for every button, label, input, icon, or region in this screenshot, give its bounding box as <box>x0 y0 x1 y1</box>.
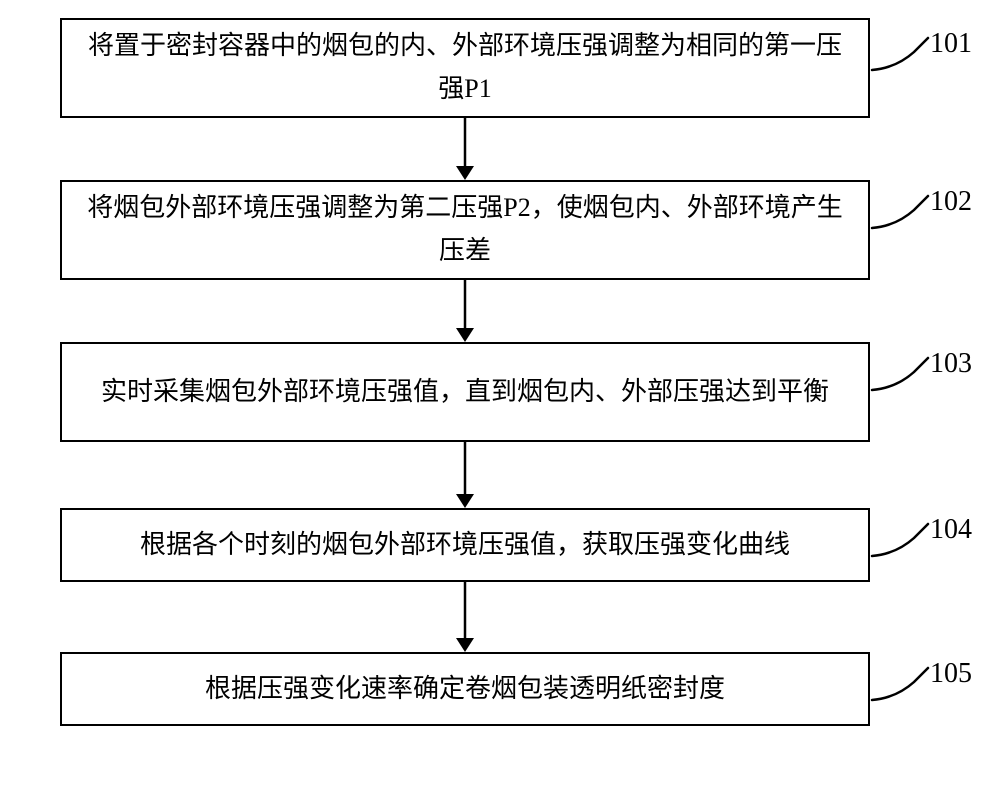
step-label-105: 105 <box>930 658 972 690</box>
step-text: 根据压强变化速率确定卷烟包装透明纸密封度 <box>205 668 725 711</box>
flowchart-step-102: 将烟包外部环境压强调整为第二压强P2，使烟包内、外部环境产生压差 <box>60 180 870 280</box>
step-label-103: 103 <box>930 348 972 380</box>
arrow-head-0 <box>456 166 474 180</box>
step-text: 实时采集烟包外部环境压强值，直到烟包内、外部压强达到平衡 <box>101 371 829 414</box>
step-label-104: 104 <box>930 514 972 546</box>
arrow-head-1 <box>456 328 474 342</box>
step-text: 将置于密封容器中的烟包的内、外部环境压强调整为相同的第一压强P1 <box>82 25 848 111</box>
arrow-head-3 <box>456 638 474 652</box>
flowchart-step-101: 将置于密封容器中的烟包的内、外部环境压强调整为相同的第一压强P1 <box>60 18 870 118</box>
arrow-head-2 <box>456 494 474 508</box>
flowchart-step-103: 实时采集烟包外部环境压强值，直到烟包内、外部压强达到平衡 <box>60 342 870 442</box>
step-text: 将烟包外部环境压强调整为第二压强P2，使烟包内、外部环境产生压差 <box>82 187 848 273</box>
step-label-102: 102 <box>930 186 972 218</box>
step-text: 根据各个时刻的烟包外部环境压强值，获取压强变化曲线 <box>140 524 790 567</box>
flowchart-step-104: 根据各个时刻的烟包外部环境压强值，获取压强变化曲线 <box>60 508 870 582</box>
flowchart-canvas: 将置于密封容器中的烟包的内、外部环境压强调整为相同的第一压强P1 101 将烟包外部… <box>0 0 1000 804</box>
step-label-101: 101 <box>930 28 972 60</box>
flowchart-step-105: 根据压强变化速率确定卷烟包装透明纸密封度 <box>60 652 870 726</box>
